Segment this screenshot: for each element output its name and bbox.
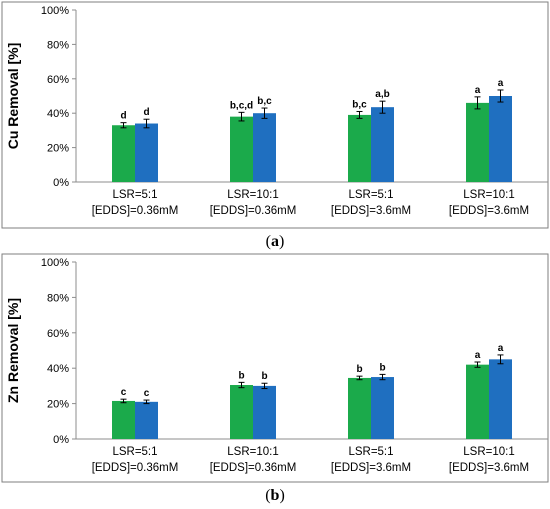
category-label: LSR=10:1 (227, 446, 278, 458)
significance-label: d (120, 111, 126, 122)
significance-label: a (498, 343, 504, 354)
bar (466, 102, 489, 182)
category-label: LSR=5:1 (348, 189, 393, 201)
significance-label: b (379, 362, 385, 373)
bar (135, 123, 158, 182)
bar (371, 107, 394, 182)
category-label: LSR=5:1 (112, 189, 157, 201)
category-label: [EDDS]=0.36mM (92, 462, 179, 474)
panel-label-close: ) (279, 487, 284, 504)
significance-label: b (356, 364, 362, 375)
significance-label: b,c (352, 99, 367, 110)
y-tick-label: 40% (47, 363, 69, 375)
bar (466, 364, 489, 439)
significance-label: b,c (257, 96, 272, 107)
panel-label-close: ) (279, 233, 284, 250)
y-tick-label: 100% (41, 5, 69, 17)
bar (489, 359, 512, 439)
category-label: [EDDS]=3.6mM (331, 462, 411, 474)
bar (371, 377, 394, 439)
bar (112, 125, 135, 182)
bar (348, 114, 371, 182)
chart-frame (1, 1, 549, 229)
panel-label-open: ( (265, 487, 270, 504)
bar (489, 96, 512, 182)
significance-label: a (498, 78, 504, 89)
category-label: [EDDS]=3.6mM (449, 462, 529, 474)
bar (253, 113, 276, 182)
y-tick-label: 80% (47, 39, 69, 51)
bar (112, 400, 135, 439)
category-label: [EDDS]=3.6mM (331, 205, 411, 217)
significance-label: c (144, 388, 150, 399)
category-label: [EDDS]=0.36mM (210, 462, 297, 474)
y-tick-label: 60% (47, 74, 69, 86)
y-tick-label: 40% (47, 108, 69, 120)
y-tick-label: 0% (53, 177, 69, 189)
category-label: [EDDS]=0.36mM (210, 205, 297, 217)
category-label: LSR=10:1 (463, 446, 514, 458)
significance-label: a (475, 85, 481, 96)
category-label: LSR=10:1 (227, 189, 278, 201)
y-tick-label: 20% (47, 143, 69, 155)
significance-label: b (261, 371, 267, 382)
y-tick-label: 60% (47, 328, 69, 340)
bar (135, 401, 158, 439)
category-label: [EDDS]=3.6mM (449, 205, 529, 217)
significance-label: b,c,d (230, 100, 253, 111)
panel-label-open: ( (266, 233, 271, 250)
bar (230, 116, 253, 182)
y-tick-label: 0% (53, 434, 69, 446)
category-label: [EDDS]=0.36mM (92, 205, 179, 217)
chart-frame (1, 253, 549, 483)
bar (348, 377, 371, 439)
significance-label: a,b (375, 89, 389, 100)
y-tick-label: 100% (41, 257, 69, 269)
significance-label: b (238, 370, 244, 381)
significance-label: d (143, 107, 149, 118)
category-label: LSR=5:1 (112, 446, 157, 458)
y-axis-label: Cu Removal [%] (5, 43, 21, 150)
bar (253, 385, 276, 439)
significance-label: a (475, 350, 481, 361)
zn-removal-chart: 0% 20% 40% 60% 80% 100% Zn Removal [%] LSR=5:1 [… (1, 253, 549, 504)
y-axis-label: Zn Removal [%] (5, 298, 21, 403)
cu-removal-chart: 0% 20% 40% 60% 80% 100% Cu Removal [%] LSR=5:1 [… (1, 1, 549, 250)
panel-label-letter: b (271, 487, 280, 504)
significance-label: c (121, 387, 127, 398)
panel-label: (b) (265, 487, 285, 504)
panel-label: (a) (266, 233, 285, 250)
y-tick-label: 80% (47, 292, 69, 304)
category-label: LSR=5:1 (348, 446, 393, 458)
panel-label-letter: a (271, 233, 279, 250)
bar (230, 385, 253, 439)
y-tick-label: 20% (47, 399, 69, 411)
category-label: LSR=10:1 (463, 189, 514, 201)
